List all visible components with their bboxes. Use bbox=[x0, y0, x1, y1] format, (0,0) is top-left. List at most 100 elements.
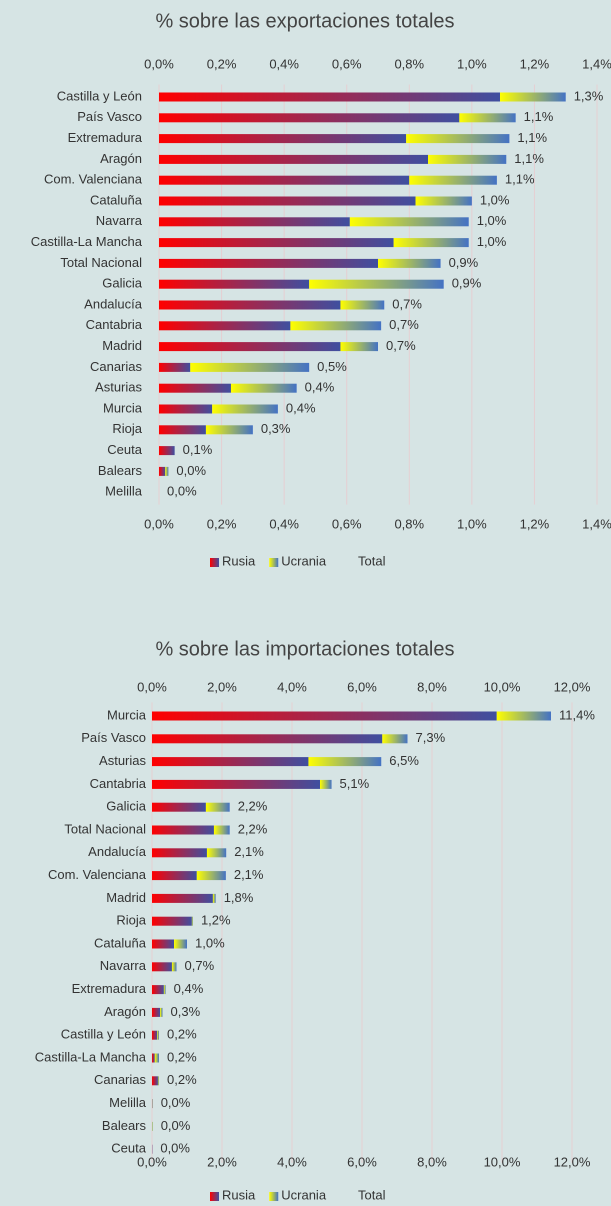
category-label: Galicia bbox=[102, 276, 143, 291]
bar-segment bbox=[393, 238, 469, 248]
bar-segment bbox=[152, 757, 309, 767]
bar-segment bbox=[152, 802, 206, 812]
category-label: Andalucía bbox=[88, 844, 147, 859]
total-label: 2,1% bbox=[234, 867, 264, 882]
bar-segment bbox=[290, 321, 382, 331]
bar-segment bbox=[382, 734, 408, 744]
category-label: Melilla bbox=[109, 1095, 147, 1110]
category-label: Ceuta bbox=[111, 1141, 146, 1156]
bar-segment bbox=[459, 113, 516, 123]
bar-segment bbox=[159, 383, 231, 393]
bar-segment bbox=[152, 939, 175, 949]
bar-segment bbox=[152, 1030, 158, 1040]
total-label: 0,4% bbox=[305, 380, 335, 395]
x-tick-label-bottom: 0,0% bbox=[137, 1154, 167, 1169]
category-label: Aragón bbox=[104, 1004, 146, 1019]
bar-segment bbox=[205, 802, 230, 812]
x-tick-label-top: 0,0% bbox=[144, 56, 174, 71]
bar-segment bbox=[159, 446, 175, 456]
x-tick-label-bottom: 0,2% bbox=[207, 516, 237, 531]
bar-segment bbox=[159, 113, 460, 123]
total-label: 0,0% bbox=[176, 463, 206, 478]
category-label: Asturias bbox=[95, 380, 142, 395]
total-label: 0,0% bbox=[161, 1118, 191, 1133]
bar-segment bbox=[152, 734, 383, 744]
category-label: Balears bbox=[98, 463, 143, 478]
total-label: 1,0% bbox=[477, 234, 507, 249]
bar-segment bbox=[212, 893, 216, 903]
total-label: 1,3% bbox=[574, 88, 604, 103]
total-label: 11,4% bbox=[559, 707, 595, 722]
category-label: Cantabria bbox=[86, 317, 143, 332]
total-label: 0,7% bbox=[392, 296, 422, 311]
bar-segment bbox=[205, 425, 253, 435]
category-label: Cataluña bbox=[94, 935, 147, 950]
category-label: Castilla y León bbox=[57, 88, 142, 103]
x-tick-label-top: 2,0% bbox=[207, 679, 237, 694]
total-label: 7,3% bbox=[416, 730, 446, 745]
total-label: 1,1% bbox=[524, 109, 554, 124]
x-tick-label-bottom: 0,6% bbox=[332, 516, 362, 531]
category-label: Castilla-La Mancha bbox=[35, 1049, 147, 1064]
bar-segment bbox=[152, 893, 213, 903]
x-tick-label-top: 6,0% bbox=[347, 679, 377, 694]
bar-segment bbox=[213, 825, 230, 835]
total-label: 1,0% bbox=[480, 192, 510, 207]
legend-swatch bbox=[210, 558, 219, 567]
category-label: Rioja bbox=[112, 421, 142, 436]
bar-segment bbox=[409, 175, 497, 185]
x-tick-label-bottom: 0,0% bbox=[144, 516, 174, 531]
category-label: Rioja bbox=[116, 913, 146, 928]
bar-segment bbox=[308, 757, 382, 767]
total-label: 1,1% bbox=[517, 130, 547, 145]
category-label: Murcia bbox=[103, 400, 143, 415]
x-tick-label-bottom: 10,0% bbox=[484, 1154, 521, 1169]
bar-segment bbox=[496, 711, 551, 721]
category-label: Cataluña bbox=[90, 192, 143, 207]
total-label: 5,1% bbox=[340, 776, 370, 791]
legend-label: Rusia bbox=[222, 553, 256, 568]
bar-segment bbox=[159, 134, 407, 144]
bar-segment bbox=[152, 985, 164, 995]
bar-segment bbox=[320, 779, 332, 789]
bar-segment bbox=[152, 779, 320, 789]
category-label: Andalucía bbox=[84, 296, 143, 311]
category-label: Ceuta bbox=[107, 442, 142, 457]
total-label: 0,1% bbox=[183, 442, 213, 457]
bar-segment bbox=[171, 962, 177, 972]
total-label: 0,7% bbox=[389, 317, 419, 332]
x-tick-label-bottom: 12,0% bbox=[554, 1154, 591, 1169]
bar-segment bbox=[152, 711, 497, 721]
total-label: 2,1% bbox=[234, 844, 264, 859]
category-label: Extremadura bbox=[72, 981, 147, 996]
category-label: Total Nacional bbox=[60, 255, 142, 270]
bar-segment bbox=[159, 154, 429, 164]
bar-segment bbox=[152, 1076, 158, 1086]
x-tick-label-bottom: 6,0% bbox=[347, 1154, 377, 1169]
bar-segment bbox=[159, 300, 341, 310]
bar-segment bbox=[157, 1076, 159, 1086]
bar-segment bbox=[159, 321, 291, 331]
legend-label: Ucrania bbox=[281, 1187, 327, 1202]
bar-segment bbox=[428, 154, 507, 164]
category-label: Murcia bbox=[107, 707, 147, 722]
bar-segment bbox=[159, 342, 341, 352]
category-label: Extremadura bbox=[68, 130, 143, 145]
total-label: 2,2% bbox=[238, 799, 268, 814]
bar-segment bbox=[152, 871, 197, 881]
legend-label: Total bbox=[358, 553, 386, 568]
bar-segment bbox=[340, 342, 378, 352]
total-label: 0,7% bbox=[185, 958, 215, 973]
x-tick-label-top: 0,2% bbox=[207, 56, 237, 71]
total-label: 0,2% bbox=[167, 1049, 197, 1064]
category-label: Castilla-La Mancha bbox=[31, 234, 143, 249]
bar-segment bbox=[349, 217, 469, 227]
x-tick-label-bottom: 0,4% bbox=[269, 516, 299, 531]
bar-segment bbox=[309, 279, 444, 289]
bar-segment bbox=[160, 1007, 163, 1017]
bar-segment bbox=[340, 300, 385, 310]
legend-label: Total bbox=[358, 1187, 386, 1202]
legend-swatch bbox=[210, 1192, 219, 1201]
total-label: 1,1% bbox=[514, 151, 544, 166]
bar-segment bbox=[159, 92, 501, 102]
